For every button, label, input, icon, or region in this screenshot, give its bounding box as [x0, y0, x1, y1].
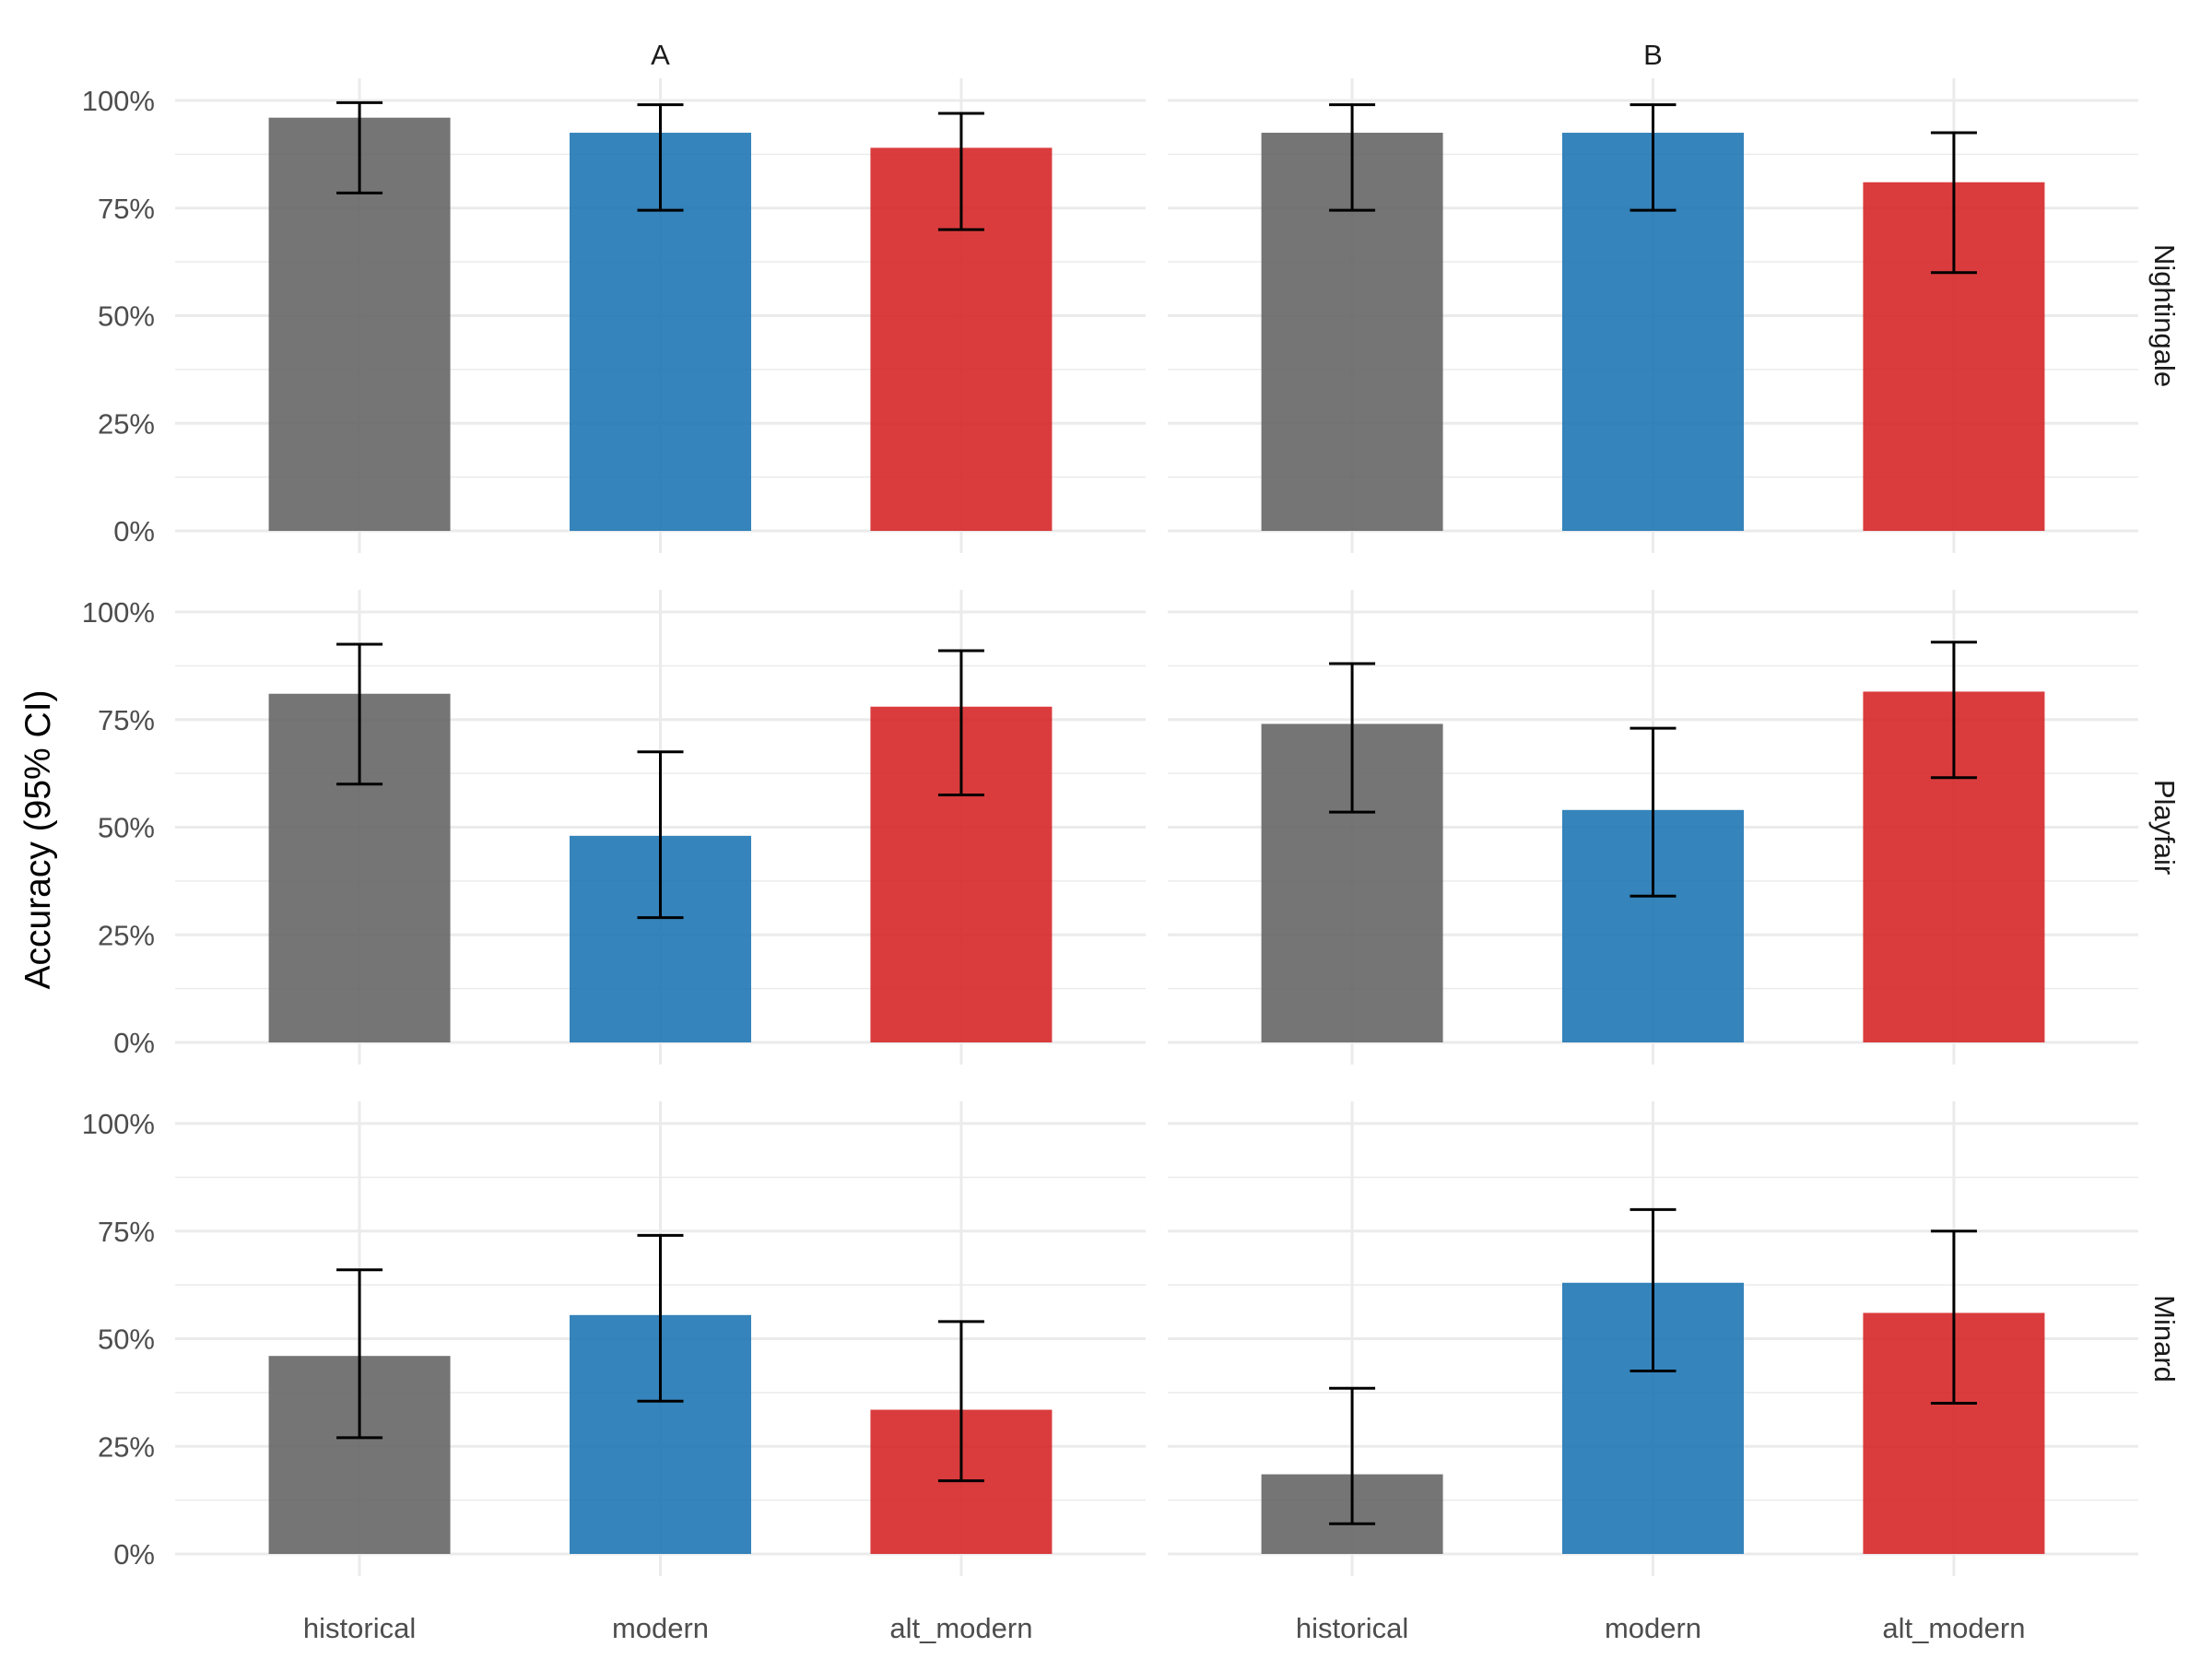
y-tick-label: 0%: [113, 515, 155, 547]
error-bar: [1630, 1207, 1677, 1373]
y-axis-title: Accuracy (95% CI): [18, 689, 58, 989]
x-tick-label: alt_modern: [889, 1612, 1032, 1644]
error-bar: [1329, 103, 1376, 212]
error-bar: [336, 642, 383, 786]
y-tick-label: 25%: [98, 919, 155, 951]
error-bar: [1630, 103, 1677, 212]
x-tick-label: historical: [303, 1612, 416, 1644]
grid-layer: [175, 78, 2138, 1576]
x-tick-label: alt_modern: [1882, 1612, 2025, 1644]
y-tick-label: 75%: [98, 704, 155, 736]
y-tick-label: 50%: [98, 300, 155, 333]
y-tick-label: 50%: [98, 1324, 155, 1356]
y-tick-label: 75%: [98, 193, 155, 225]
y-tick-label: 0%: [113, 1027, 155, 1059]
error-bar: [937, 112, 984, 231]
text-layer: 0% 25% 50% 75% 100% 0% 25% 50% 75% 100% 0% 25% 50% 75…: [82, 39, 2181, 1644]
error-bar: [1329, 662, 1376, 814]
errorbar-layer: [336, 100, 1977, 1525]
facet-strip-row: Nightingale: [2148, 244, 2181, 387]
facet-strip-column: B: [1643, 39, 1663, 71]
y-tick-label: 25%: [98, 407, 155, 440]
error-bar: [1329, 1386, 1376, 1525]
y-tick-label: 75%: [98, 1216, 155, 1248]
x-tick-label: historical: [1296, 1612, 1408, 1644]
error-bar: [637, 750, 684, 920]
y-tick-label: 100%: [82, 1108, 155, 1140]
error-bar: [637, 1233, 684, 1403]
error-bar: [1630, 726, 1677, 898]
y-tick-label: 25%: [98, 1430, 155, 1463]
x-tick-label: modern: [612, 1612, 709, 1644]
y-tick-label: 50%: [98, 812, 155, 844]
error-bar: [1930, 1230, 1977, 1406]
facet-strip-row: Playfair: [2148, 780, 2181, 875]
error-bar: [937, 649, 984, 796]
x-tick-label: modern: [1605, 1612, 1701, 1644]
y-tick-label: 0%: [113, 1538, 155, 1571]
error-bar: [1930, 641, 1977, 780]
error-bar: [1930, 131, 1977, 275]
error-bar: [937, 1320, 984, 1483]
facet-strip-row: Minard: [2148, 1295, 2181, 1382]
y-tick-label: 100%: [82, 596, 155, 629]
error-bar: [637, 103, 684, 212]
error-bar: [336, 1268, 383, 1440]
y-tick-label: 100%: [82, 85, 155, 117]
error-bar: [336, 100, 383, 194]
facet-strip-column: A: [651, 39, 670, 71]
